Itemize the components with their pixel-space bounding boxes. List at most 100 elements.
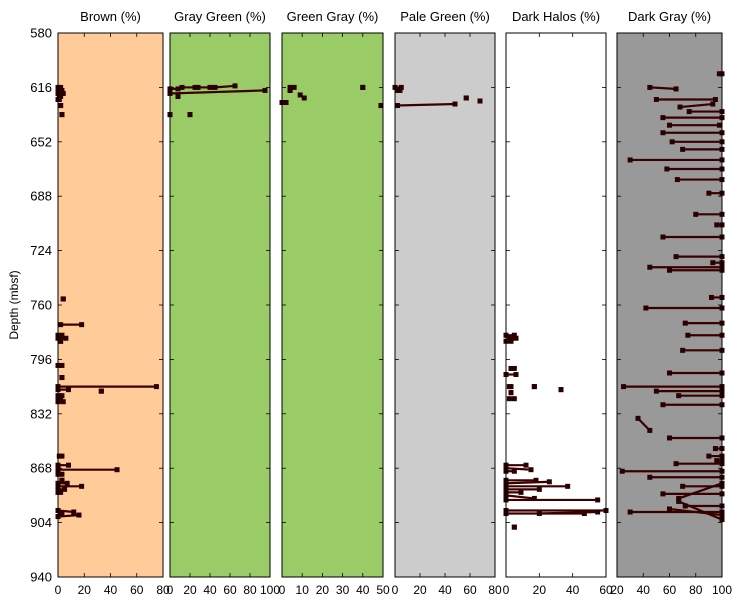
data-point: [506, 396, 512, 402]
data-point: [513, 372, 519, 378]
data-series: [55, 471, 65, 477]
data-point: [660, 491, 666, 497]
data-point: [59, 477, 65, 483]
panel-background: [170, 33, 270, 577]
panel-frame: [394, 32, 496, 578]
data-point: [643, 305, 649, 311]
data-series: [635, 415, 653, 433]
data-point: [398, 84, 404, 90]
data-point: [397, 87, 403, 93]
data-point: [714, 458, 720, 464]
data-series: [558, 387, 564, 393]
data-point: [712, 96, 718, 102]
data-series: [58, 322, 85, 328]
data-series: [56, 453, 65, 459]
y-tick-label: 832: [30, 406, 52, 421]
data-series: [647, 84, 679, 92]
data-series: [360, 84, 366, 90]
data-point: [66, 462, 71, 468]
data-point: [64, 480, 70, 486]
x-tick-label: 40: [566, 583, 580, 597]
data-point: [511, 524, 517, 530]
data-point: [58, 93, 64, 99]
panel-title: Dark Gray (%): [628, 9, 711, 24]
panel: 0 10 20 30 40 50 Green Gray (%): [279, 9, 390, 597]
data-series: [56, 93, 64, 99]
data-series: [503, 338, 514, 344]
x-tick-label: 40: [203, 583, 217, 597]
data-series: [297, 92, 307, 101]
data-point: [153, 384, 159, 390]
x-tick-label: 40: [438, 583, 452, 597]
data-line: [538, 510, 599, 515]
panel-title: Gray Green (%): [174, 9, 266, 24]
data-point: [79, 322, 85, 328]
data-series: [58, 511, 65, 517]
data-point: [673, 461, 679, 467]
data-point: [682, 320, 688, 326]
data-point: [59, 471, 65, 477]
x-tick-label: 0: [279, 583, 286, 597]
panel-background: [282, 33, 383, 577]
data-point: [59, 453, 65, 459]
data-series: [55, 489, 64, 495]
data-point: [714, 222, 720, 228]
data-point: [660, 130, 666, 136]
panel-title: Dark Halos (%): [512, 9, 600, 24]
data-point: [76, 512, 82, 518]
data-point: [716, 71, 722, 77]
data-point: [677, 104, 683, 110]
data-point: [627, 509, 633, 515]
data-line: [504, 467, 533, 471]
data-point: [59, 87, 65, 93]
data-point: [477, 98, 483, 104]
x-tick-label: 60: [223, 583, 237, 597]
y-tick-label: 760: [30, 298, 52, 313]
x-tick-label: 50: [376, 583, 390, 597]
data-point: [192, 84, 198, 90]
data-series: [175, 93, 181, 99]
y-tick-label: 616: [30, 80, 52, 95]
data-line: [678, 102, 715, 109]
data-series: [716, 71, 725, 77]
data-series: [60, 296, 66, 302]
data-series: [506, 384, 514, 390]
panel-frame: [57, 32, 164, 578]
data-point: [59, 393, 65, 399]
data-point: [395, 103, 400, 109]
data-point: [212, 84, 218, 90]
data-point: [56, 453, 62, 459]
y-tick-label: 652: [30, 134, 52, 149]
data-point: [627, 157, 633, 163]
data-point: [667, 122, 672, 128]
panel: 0 20 40 60 Dark Halos (%): [503, 9, 613, 597]
x-tick-label: 80: [689, 583, 703, 597]
data-point: [621, 384, 627, 390]
data-series: [395, 101, 458, 109]
panel-frame: [505, 32, 607, 578]
data-point: [59, 112, 65, 118]
data-point: [114, 467, 120, 473]
x-tick-label: 20: [610, 583, 624, 597]
data-series: [508, 390, 514, 396]
data-point: [533, 477, 539, 483]
data-point: [536, 486, 542, 492]
data-point: [647, 264, 653, 270]
data-point: [508, 365, 514, 371]
data-point: [58, 396, 64, 402]
data-point: [511, 332, 517, 338]
data-point: [59, 375, 65, 381]
data-line: [677, 481, 724, 500]
x-tick-label: 0: [392, 583, 399, 597]
data-point: [716, 122, 722, 128]
data-point: [676, 498, 682, 504]
data-point: [660, 402, 666, 408]
data-point: [287, 87, 293, 93]
y-tick-label: 724: [30, 243, 52, 258]
data-point: [452, 101, 458, 107]
data-point: [179, 84, 185, 90]
data-point: [175, 86, 181, 92]
panel-background: [506, 33, 606, 577]
data-point: [508, 384, 514, 390]
